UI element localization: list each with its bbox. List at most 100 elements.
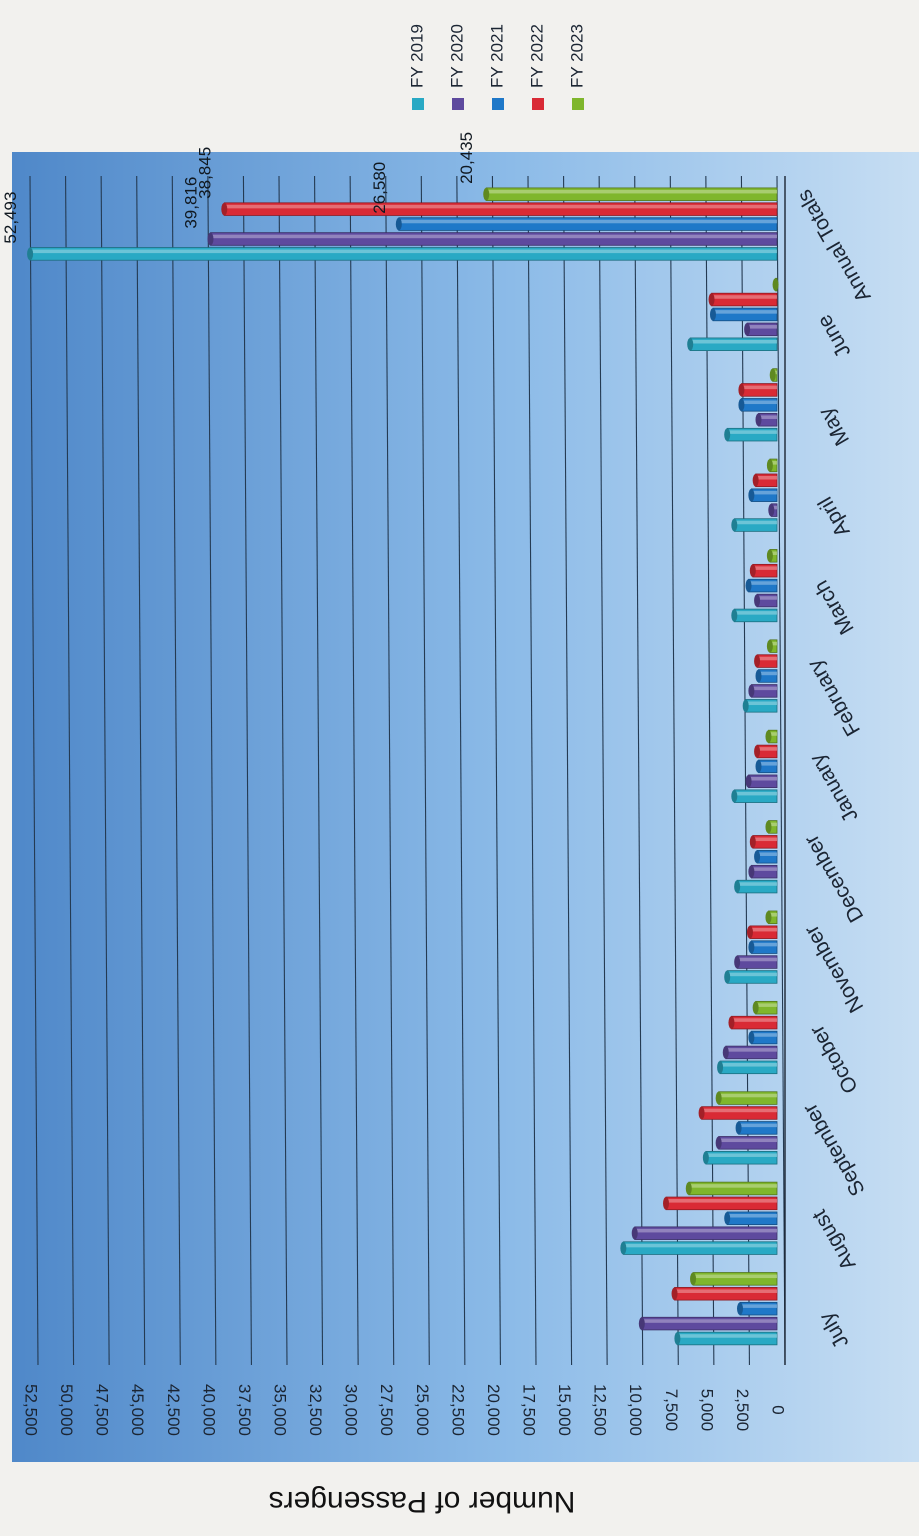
data-label: 26,580 (370, 162, 389, 214)
bar (738, 383, 778, 397)
bar-cap (765, 730, 772, 743)
bar-highlight (769, 461, 777, 465)
bar-highlight (758, 671, 777, 676)
gridline (456, 175, 466, 1366)
bar (734, 955, 778, 969)
bar-body (622, 1241, 778, 1255)
bar (663, 1196, 778, 1211)
gridline (349, 175, 359, 1366)
bar (685, 1181, 778, 1196)
bar-cap (708, 293, 715, 306)
bar-body (755, 1000, 778, 1015)
bars (27, 187, 779, 1346)
bar-cap (731, 789, 738, 803)
bar-body (733, 608, 778, 623)
bar-cap (754, 654, 761, 668)
gridline (385, 175, 395, 1366)
bar (395, 217, 778, 231)
bar-body (29, 247, 778, 261)
bar-highlight (634, 1228, 777, 1233)
data-label: 38,845 (195, 147, 214, 199)
bar (738, 398, 778, 412)
bar-highlight (734, 520, 777, 525)
bar-highlight (768, 912, 777, 917)
bar-cap (663, 1197, 670, 1210)
bar-highlight (727, 972, 777, 977)
bar-body (750, 684, 778, 698)
bar-body (749, 925, 778, 939)
bar-body (733, 518, 778, 532)
bar-body (748, 578, 778, 593)
bar-body (725, 1045, 778, 1060)
bar-body (752, 835, 778, 849)
gridline (598, 175, 608, 1366)
bar-highlight (674, 1289, 777, 1293)
value-tick-label: 2,500 (733, 1389, 752, 1432)
bar-highlight (752, 837, 777, 842)
bar-highlight (677, 1334, 777, 1338)
bar-cap (755, 760, 762, 773)
legend-label: FY 2022 (527, 24, 546, 88)
bar-body (711, 292, 778, 307)
bar-cap (722, 1046, 729, 1059)
bar-highlight (757, 747, 777, 751)
bar-cap (755, 669, 762, 683)
gridline (776, 175, 786, 1366)
bar-body (738, 1121, 778, 1135)
bar (766, 458, 778, 473)
legend-item: FY 2019 (407, 24, 426, 110)
value-tick-label: 45,000 (128, 1384, 147, 1436)
bar-highlight (398, 219, 777, 224)
bar-cap (755, 413, 762, 427)
bar (768, 503, 778, 517)
bar-cap (754, 850, 761, 864)
bar-body (634, 1226, 778, 1240)
bar (631, 1226, 778, 1240)
bar-highlight (737, 957, 777, 962)
bar (715, 1136, 778, 1150)
bar-cap (748, 488, 755, 502)
bar (698, 1106, 778, 1120)
bar-cap (395, 217, 402, 231)
bar-body (752, 563, 778, 578)
bar-body (665, 1196, 778, 1211)
bar-cap (734, 880, 741, 893)
bar-cap (631, 1226, 638, 1240)
data-label: 20,435 (457, 132, 476, 184)
bar-cap (731, 609, 738, 622)
bar-cap (772, 278, 779, 291)
bar (731, 518, 778, 532)
bar-highlight (666, 1199, 777, 1203)
bar (27, 247, 778, 261)
bar (483, 187, 778, 201)
bar-cap (748, 865, 755, 878)
legend-item: FY 2020 (447, 24, 466, 110)
gridline (65, 175, 75, 1366)
bar-cap (728, 1016, 735, 1029)
bar-cap (768, 503, 775, 517)
bar-highlight (757, 656, 777, 661)
value-tick-label: 7,500 (662, 1389, 681, 1432)
bar (755, 759, 778, 774)
bar-highlight (758, 762, 777, 766)
value-tick-label: 25,000 (413, 1384, 432, 1436)
bar (674, 1331, 778, 1346)
bar (745, 578, 778, 593)
bar (752, 473, 778, 488)
gridline (740, 175, 750, 1366)
value-tick-label: 47,500 (93, 1384, 112, 1436)
bar-cap (709, 308, 716, 321)
bar-cap (738, 383, 745, 397)
bar-cap (742, 699, 749, 713)
bar (766, 549, 778, 563)
bar (734, 879, 778, 894)
bar-highlight (688, 1184, 777, 1188)
bar-cap (749, 835, 756, 849)
bar-cap (735, 1121, 742, 1135)
bar-highlight (771, 505, 777, 510)
legend-swatch (572, 98, 584, 110)
bar-cap (27, 247, 34, 261)
gridline (527, 175, 537, 1366)
legend-swatch (492, 98, 504, 110)
bar (722, 1045, 778, 1060)
